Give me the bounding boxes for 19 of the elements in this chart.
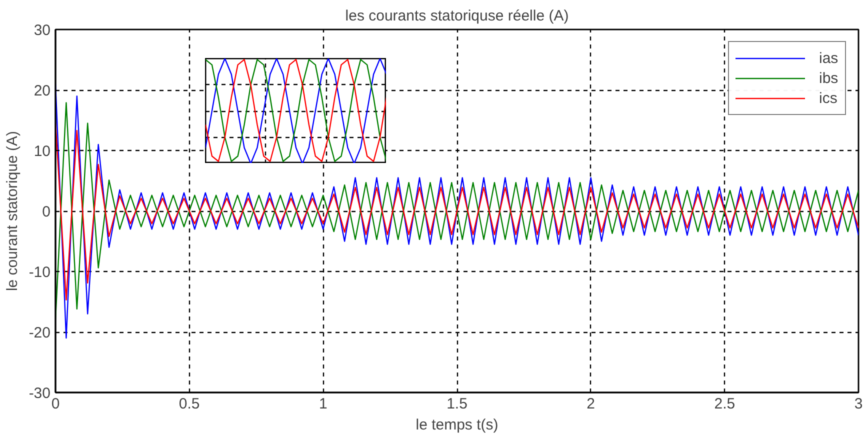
y-tick-label: -20 bbox=[28, 324, 51, 342]
chart-title: les courants statoriquse réelle (A) bbox=[345, 8, 569, 24]
y-tick-label: 30 bbox=[34, 22, 51, 39]
y-tick-label: 10 bbox=[34, 143, 51, 160]
x-axis-title: le temps t(s) bbox=[416, 416, 498, 434]
y-axis-title: le courant statorique (A) bbox=[4, 130, 21, 292]
x-tick-label: 2 bbox=[586, 396, 596, 412]
legend-label: ics bbox=[819, 90, 838, 106]
legend-label: ias bbox=[819, 50, 839, 66]
y-tick-label: 0 bbox=[42, 204, 50, 220]
x-tick-label: 3 bbox=[854, 396, 863, 412]
legend-label: ibs bbox=[819, 70, 839, 86]
y-tick-label: 20 bbox=[34, 82, 51, 100]
x-tick-label: 1 bbox=[318, 396, 328, 412]
x-tick-label: 0.5 bbox=[178, 396, 200, 412]
y-tick-label: -10 bbox=[28, 264, 51, 281]
x-tick-label: 1.5 bbox=[446, 396, 468, 412]
x-tick-label: 2.5 bbox=[714, 396, 736, 412]
y-tick-label: -30 bbox=[28, 385, 51, 402]
